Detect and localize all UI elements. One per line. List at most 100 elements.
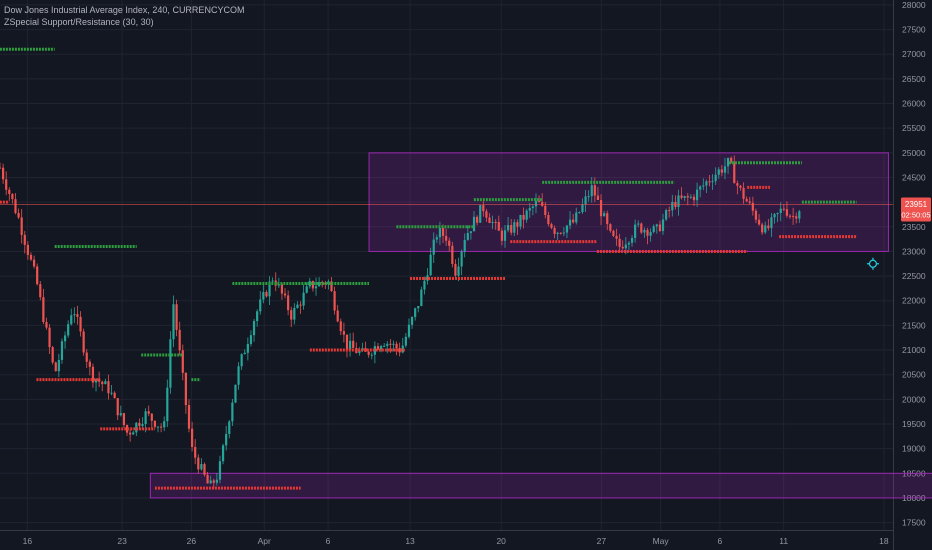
candle-body (445, 235, 448, 241)
candle-body (553, 227, 556, 234)
countdown-label: 02:50:05 (901, 211, 930, 220)
candle-body (479, 205, 482, 223)
candle-body (203, 464, 206, 475)
candle-body (156, 426, 160, 428)
candle-body (441, 227, 445, 236)
candle-body (190, 428, 194, 448)
candle-body (615, 235, 618, 239)
candle-body (485, 211, 488, 218)
candle-body (206, 474, 209, 484)
candle-body (677, 195, 680, 207)
candle-body (36, 266, 39, 285)
price-tick-label: 22500 (902, 271, 926, 281)
candle-body (225, 433, 228, 446)
time-tick-label: 26 (187, 536, 197, 546)
candle-body (8, 189, 11, 194)
price-tick-label: 23500 (902, 222, 926, 232)
candle-body (736, 183, 739, 186)
candle-body (699, 186, 702, 190)
candle-body (764, 225, 767, 233)
time-tick-label: 27 (597, 536, 607, 546)
candle-body (113, 392, 116, 399)
candle-body (76, 314, 79, 317)
candle-body (240, 354, 243, 367)
candle-body (45, 322, 48, 328)
candle-body (785, 209, 789, 216)
candle-body (448, 240, 451, 246)
candle-body (268, 281, 271, 297)
candle-body (256, 311, 259, 322)
candle-body (534, 200, 538, 207)
candle-body (1, 167, 5, 180)
price-tick-label: 21500 (902, 320, 926, 330)
candle-body (472, 216, 476, 232)
candle-body (342, 331, 345, 335)
candle-body (160, 426, 163, 428)
candle-body (389, 343, 392, 345)
candle-body (85, 352, 88, 362)
candle-body (668, 210, 671, 212)
candle-body (454, 263, 457, 276)
price-tick-label: 25000 (902, 148, 926, 158)
candle-body (299, 304, 302, 306)
candle-body (376, 346, 380, 350)
candle-body (60, 341, 64, 360)
candle-body (658, 224, 662, 232)
price-tick-label: 27500 (902, 25, 926, 35)
candle-body (119, 413, 122, 416)
price-tick-label: 26000 (902, 99, 926, 109)
candle-body (153, 420, 157, 427)
candle-body (138, 422, 141, 427)
candle-body (624, 244, 627, 249)
candle-body (466, 232, 469, 240)
candle-body (373, 346, 376, 355)
candle-body (321, 281, 324, 284)
candle-body (711, 181, 714, 183)
candle-body (5, 179, 8, 190)
candle-body (559, 232, 562, 234)
price-tick-label: 24500 (902, 172, 926, 182)
candle-body (506, 225, 510, 231)
price-tick-label: 28000 (902, 0, 926, 10)
candle-body (57, 359, 60, 372)
candle-body (757, 219, 761, 225)
candle-body (745, 198, 748, 202)
candle-body (330, 281, 333, 292)
candle-body (414, 308, 417, 318)
candle-body (82, 331, 85, 353)
candle-body (404, 336, 407, 346)
candle-body (23, 234, 26, 245)
candle-body (302, 292, 305, 306)
time-tick-label: 6 (718, 536, 723, 546)
candle-body (423, 280, 426, 290)
candle-body (590, 185, 593, 197)
candle-body (643, 229, 646, 233)
candle-body (714, 174, 717, 182)
candle-body (544, 205, 547, 215)
price-tick-label: 19500 (902, 419, 926, 429)
candle-body (733, 162, 736, 184)
candle-body (308, 280, 311, 287)
candle-body (627, 242, 631, 245)
candle-body (776, 212, 779, 215)
candle-body (432, 239, 435, 255)
candle-body (426, 275, 429, 281)
candle-body (562, 232, 565, 234)
candle-body (175, 304, 178, 330)
candle-body (717, 169, 720, 175)
candle-body (296, 304, 299, 308)
candle-body (547, 214, 550, 225)
candle-body (116, 398, 119, 416)
candle-body (435, 237, 438, 240)
candle-body (429, 254, 432, 276)
candle-body (305, 286, 308, 293)
candle-body (314, 286, 318, 289)
candle-body (107, 381, 110, 394)
candle-body (48, 327, 51, 348)
candle-body (318, 281, 321, 287)
time-tick-label: 16 (23, 536, 33, 546)
candle-body (228, 421, 231, 434)
candle-body (348, 340, 352, 350)
